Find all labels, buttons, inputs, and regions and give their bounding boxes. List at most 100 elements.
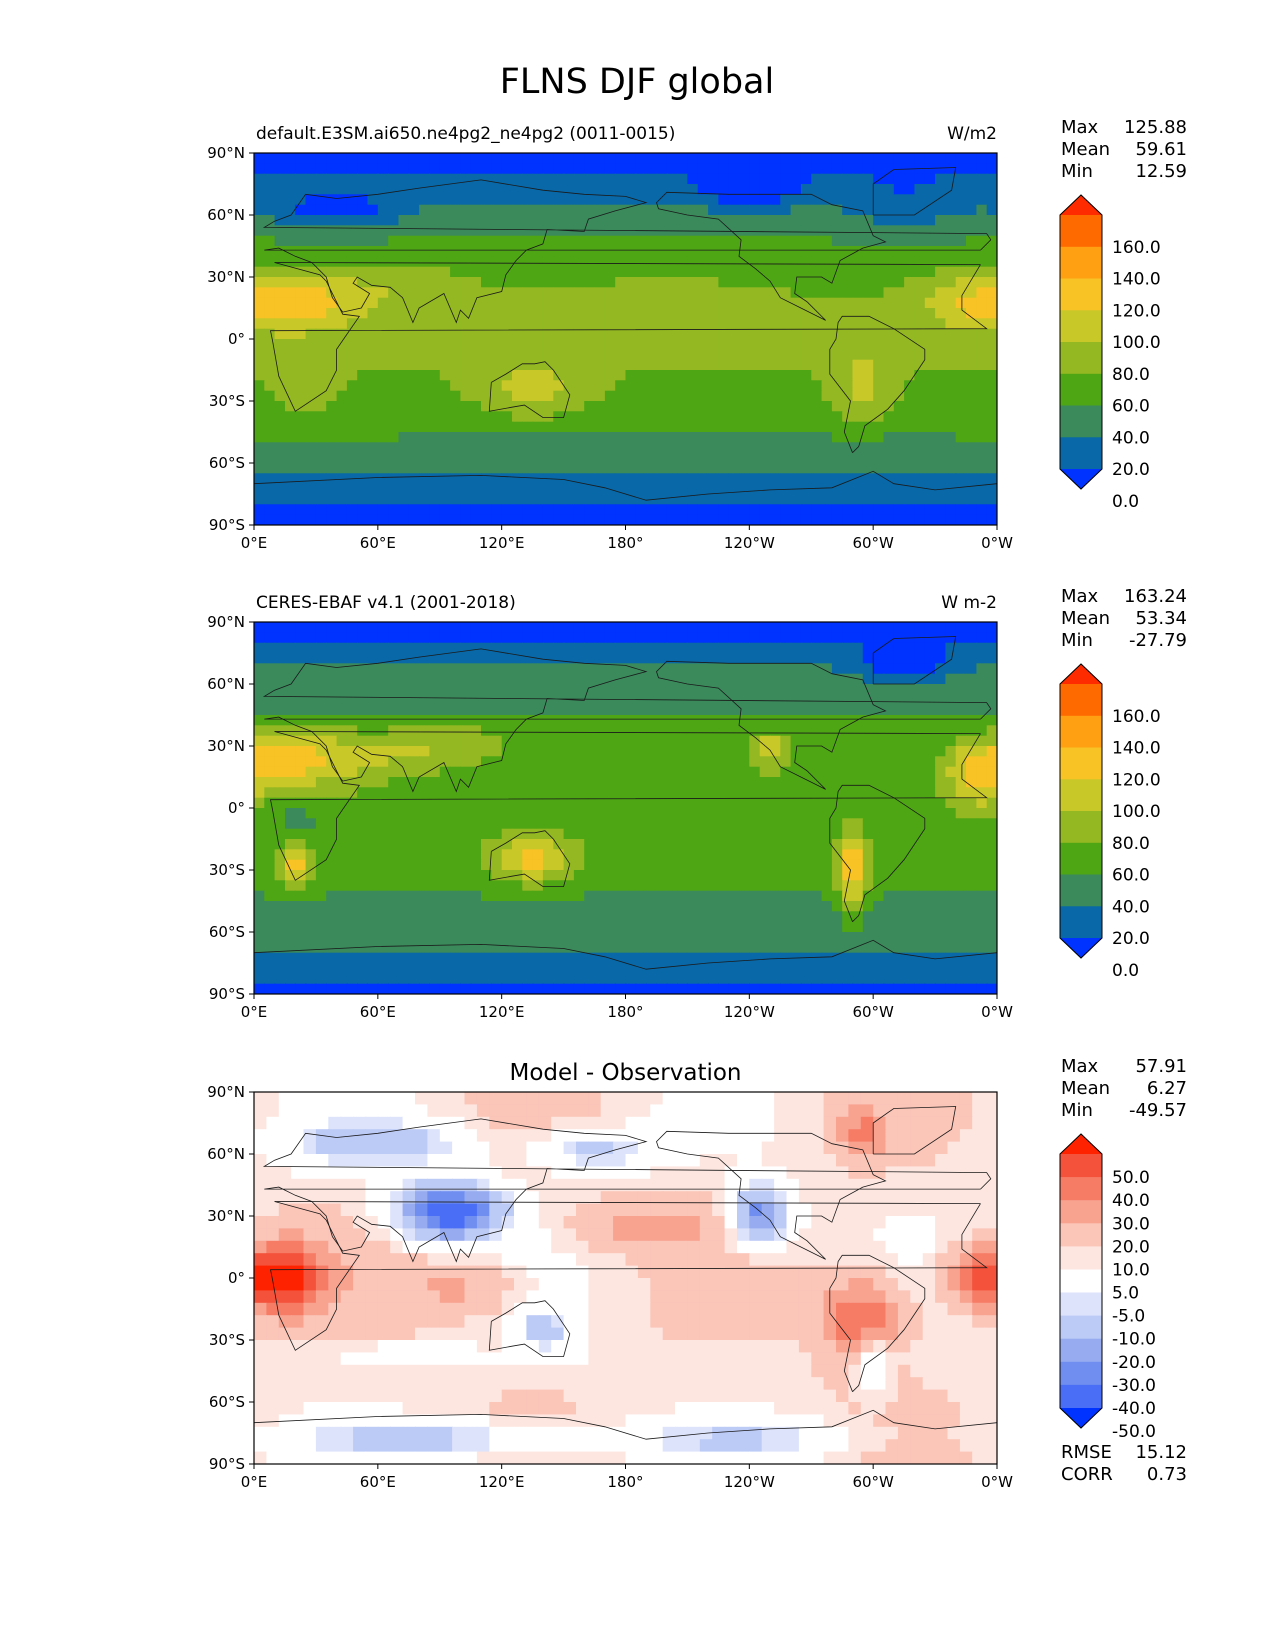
colorbar-label: 20.0	[1112, 460, 1150, 480]
colorbar-segment	[1060, 246, 1102, 280]
x-tick-label: 0°E	[241, 1473, 268, 1491]
colorbar-label: -20.0	[1112, 1353, 1156, 1373]
x-tick-label: 0°W	[981, 1003, 1013, 1021]
colorbar-label: 30.0	[1112, 1214, 1150, 1234]
x-tick-label: 180°	[607, 1473, 643, 1491]
x-tick-label: 0°E	[241, 534, 268, 552]
y-tick-label: 0°	[228, 1269, 245, 1287]
colorbar-label: 60.0	[1112, 866, 1150, 886]
colorbar-label: 60.0	[1112, 397, 1150, 417]
y-tick-label: 60°N	[207, 675, 245, 693]
x-tick-label: 0°W	[981, 534, 1013, 552]
colorbar-label: 10.0	[1112, 1260, 1150, 1280]
map-field	[254, 153, 997, 525]
colorbar-segment	[1060, 779, 1102, 812]
colorbar-outline	[1059, 194, 1103, 490]
stat-max-label: Max	[1061, 1056, 1099, 1077]
colorbar-segment	[1060, 437, 1102, 470]
colorbar-label: -5.0	[1112, 1307, 1145, 1327]
y-tick-label: 90°S	[209, 516, 245, 534]
y-tick-label: 30°N	[207, 1207, 245, 1225]
x-tick-label: 120°E	[479, 1003, 525, 1021]
colorbar-segment	[1060, 1292, 1102, 1317]
colorbar-segment	[1060, 684, 1102, 717]
colorbar-label: -10.0	[1112, 1330, 1156, 1350]
stat-min-value: 12.59	[1135, 161, 1187, 182]
colorbar-segment	[1060, 1269, 1102, 1294]
colorbar-label: 0.0	[1112, 492, 1139, 512]
map-field	[254, 1092, 997, 1464]
stat-max-value: 57.91	[1135, 1056, 1187, 1077]
colorbar-label: 40.0	[1112, 897, 1150, 917]
colorbar-segment	[1060, 811, 1102, 844]
rmse-value: 15.12	[1135, 1442, 1187, 1463]
y-tick-label: 90°N	[207, 613, 245, 631]
x-tick-label: 120°E	[479, 534, 525, 552]
x-tick-label: 60°E	[360, 1003, 396, 1021]
colorbar-segment	[1060, 842, 1102, 876]
x-tick-label: 60°E	[360, 1473, 396, 1491]
x-tick-label: 120°E	[479, 1473, 525, 1491]
panel-units: W m-2	[941, 593, 997, 613]
colorbar-segment	[1060, 1223, 1102, 1247]
coastlines	[254, 167, 997, 501]
y-tick-label: 60°S	[209, 454, 245, 472]
colorbar-segment	[1060, 373, 1102, 407]
stat-max-value: 163.24	[1124, 586, 1187, 607]
stat-min-label: Min	[1061, 630, 1093, 651]
colorbar-label: 140.0	[1112, 270, 1161, 290]
panel-1: default.E3SM.ai650.ne4pg2_ne4pg2 (0011-0…	[207, 117, 1187, 552]
colorbar-label: 50.0	[1112, 1168, 1150, 1188]
colorbar-segment	[1060, 310, 1102, 343]
y-tick-label: 30°N	[207, 268, 245, 286]
stat-mean-value: 59.61	[1135, 139, 1187, 160]
colorbar-segment	[1060, 1177, 1102, 1201]
stat-mean-value: 53.34	[1135, 608, 1187, 629]
x-tick-label: 180°	[607, 534, 643, 552]
colorbar-label: -50.0	[1112, 1422, 1156, 1442]
colorbar-label: 20.0	[1112, 929, 1150, 949]
colorbar-label: 160.0	[1112, 707, 1161, 727]
coastlines	[254, 1106, 997, 1440]
x-tick-label: 0°W	[981, 1473, 1013, 1491]
colorbar-label: 100.0	[1112, 802, 1161, 822]
panel-title: CERES-EBAF v4.1 (2001-2018)	[256, 593, 516, 613]
x-tick-label: 60°W	[852, 1473, 894, 1491]
panel-title: default.E3SM.ai650.ne4pg2_ne4pg2 (0011-0…	[256, 124, 675, 144]
stat-mean-label: Mean	[1061, 1078, 1110, 1099]
colorbar-segment	[1060, 1315, 1102, 1340]
y-tick-label: 0°	[228, 799, 245, 817]
map-field	[254, 622, 997, 994]
y-tick-label: 60°N	[207, 206, 245, 224]
colorbar-segment	[1060, 715, 1102, 749]
colorbar-extend-max	[1060, 1134, 1102, 1154]
stat-mean-label: Mean	[1061, 139, 1110, 160]
colorbar-label: -40.0	[1112, 1399, 1156, 1419]
colorbar-segment	[1060, 1154, 1102, 1178]
y-tick-label: 90°N	[207, 144, 245, 162]
colorbar-label: 5.0	[1112, 1284, 1139, 1304]
colorbar-extend-min	[1060, 469, 1102, 489]
x-tick-label: 120°W	[724, 534, 775, 552]
y-tick-label: 30°S	[209, 861, 245, 879]
x-tick-label: 180°	[607, 1003, 643, 1021]
colorbar-segment	[1060, 747, 1102, 780]
stat-max-label: Max	[1061, 586, 1099, 607]
colorbar-segment	[1060, 906, 1102, 939]
colorbar-segment	[1060, 1384, 1102, 1409]
stat-mean-value: 6.27	[1147, 1078, 1187, 1099]
y-tick-label: 30°S	[209, 392, 245, 410]
y-tick-label: 90°S	[209, 1455, 245, 1473]
colorbar-outline	[1059, 663, 1103, 959]
panel-units: W/m2	[947, 124, 997, 144]
colorbar-label: 0.0	[1112, 961, 1139, 981]
colorbar-extend-min	[1060, 938, 1102, 958]
colorbar-segment	[1060, 342, 1102, 375]
stat-min-label: Min	[1061, 1100, 1093, 1121]
x-tick-label: 120°W	[724, 1473, 775, 1491]
colorbar: 160.0 140.0 120.0 100.0 80.0 60.0 40.0 20.0 0.0	[1059, 663, 1161, 981]
colorbar-segment	[1060, 278, 1102, 311]
colorbar: 50.0 40.0 30.0 20.0 10.0 5.0 -5.0 -10.0 -20.0 -30…	[1059, 1133, 1156, 1442]
y-tick-label: 60°N	[207, 1145, 245, 1163]
